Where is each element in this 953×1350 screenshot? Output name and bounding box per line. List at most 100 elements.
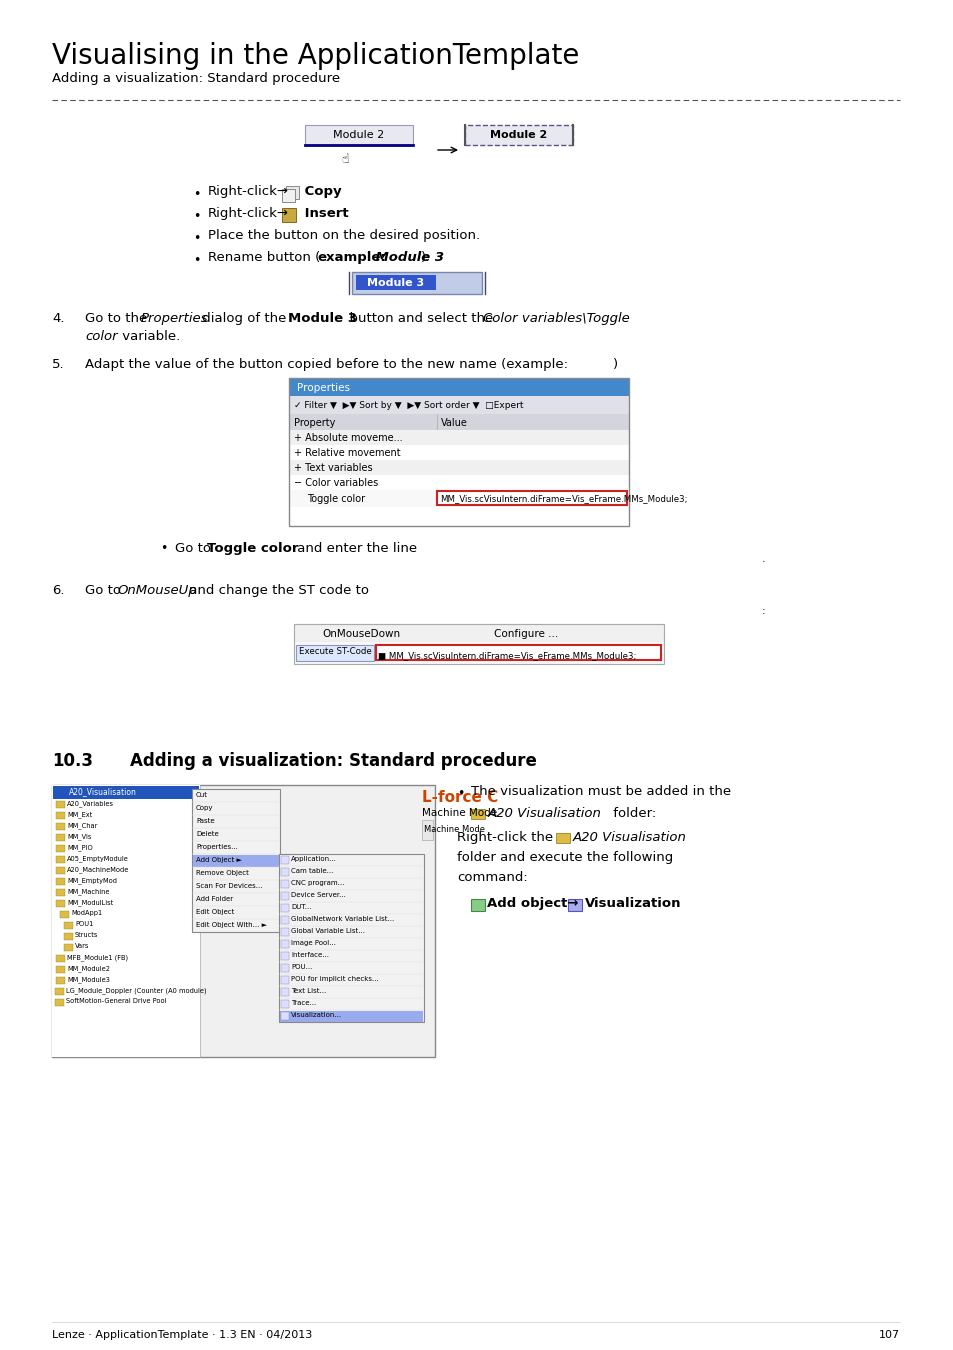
Bar bbox=[281, 1000, 289, 1008]
Text: − Color variables: − Color variables bbox=[294, 478, 377, 487]
Bar bbox=[289, 446, 628, 460]
Bar bbox=[56, 811, 65, 819]
Text: Right-click→: Right-click→ bbox=[208, 185, 289, 198]
Bar bbox=[294, 624, 663, 664]
Text: A20 Visualisation: A20 Visualisation bbox=[488, 807, 601, 819]
Text: Configure ...: Configure ... bbox=[494, 629, 558, 639]
Text: Machine Mode: Machine Mode bbox=[423, 825, 484, 834]
Bar bbox=[286, 186, 298, 198]
Text: OnMouseDown: OnMouseDown bbox=[322, 629, 399, 639]
Text: + Relative movement: + Relative movement bbox=[294, 448, 400, 458]
Text: GlobalNetwork Variable List...: GlobalNetwork Variable List... bbox=[291, 917, 394, 922]
Text: •: • bbox=[160, 541, 167, 555]
Bar bbox=[52, 784, 200, 1057]
Text: folder:: folder: bbox=[608, 807, 656, 819]
Text: LG_Module_Doppler (Counter (A0 module): LG_Module_Doppler (Counter (A0 module) bbox=[66, 987, 207, 994]
Bar bbox=[471, 899, 484, 911]
Text: 5.: 5. bbox=[52, 358, 65, 371]
Text: Color variables\Toggle: Color variables\Toggle bbox=[482, 312, 629, 325]
Text: MM_Vis.scVisuIntern.diFrame=Vis_eFrame.MMs_Module3;: MM_Vis.scVisuIntern.diFrame=Vis_eFrame.M… bbox=[439, 494, 687, 504]
Bar bbox=[281, 976, 289, 984]
Bar bbox=[421, 819, 433, 840]
Bar bbox=[436, 491, 626, 505]
Text: Properties: Properties bbox=[141, 312, 209, 325]
Text: SoftMotion-General Drive Pool: SoftMotion-General Drive Pool bbox=[66, 998, 167, 1004]
Text: A20_MachineMode: A20_MachineMode bbox=[67, 865, 130, 872]
Text: 107: 107 bbox=[878, 1330, 899, 1341]
Bar bbox=[56, 834, 65, 841]
Bar bbox=[56, 845, 65, 852]
Text: folder and execute the following: folder and execute the following bbox=[456, 850, 673, 864]
Text: Remove Object: Remove Object bbox=[195, 869, 249, 876]
Bar bbox=[305, 126, 413, 144]
Text: Structs: Structs bbox=[75, 931, 98, 938]
Text: Global Variable List...: Global Variable List... bbox=[291, 927, 365, 934]
Bar bbox=[281, 952, 289, 960]
Text: Module 2: Module 2 bbox=[333, 130, 384, 140]
Bar bbox=[375, 645, 660, 660]
Text: MM_PIO: MM_PIO bbox=[67, 844, 92, 850]
Text: Module 3: Module 3 bbox=[371, 251, 444, 265]
Text: Right-click the: Right-click the bbox=[456, 832, 557, 844]
Text: 10.3: 10.3 bbox=[52, 752, 92, 769]
Bar bbox=[193, 855, 278, 867]
Text: Adding a visualization: Standard procedure: Adding a visualization: Standard procedu… bbox=[52, 72, 340, 85]
Text: Value: Value bbox=[440, 418, 467, 428]
Bar bbox=[280, 1011, 422, 1022]
Text: 6.: 6. bbox=[52, 585, 65, 597]
Text: variable.: variable. bbox=[118, 329, 180, 343]
Text: Module 3: Module 3 bbox=[367, 278, 424, 288]
Text: POU for implicit checks...: POU for implicit checks... bbox=[291, 976, 378, 981]
Text: Properties: Properties bbox=[296, 383, 350, 393]
Text: Vars: Vars bbox=[75, 944, 90, 949]
Text: Machine Mode: Machine Mode bbox=[421, 809, 497, 818]
Text: DUT...: DUT... bbox=[291, 904, 312, 910]
Text: Toggle color: Toggle color bbox=[307, 494, 365, 504]
Text: Insert: Insert bbox=[299, 207, 348, 220]
Text: Text List...: Text List... bbox=[291, 988, 326, 994]
Bar bbox=[56, 967, 65, 973]
Bar bbox=[56, 954, 65, 963]
Text: POU...: POU... bbox=[291, 964, 312, 971]
Text: MFB_Module1 (FB): MFB_Module1 (FB) bbox=[67, 954, 128, 961]
Text: A05_EmptyModule: A05_EmptyModule bbox=[67, 855, 129, 861]
Bar bbox=[281, 964, 289, 972]
Bar bbox=[278, 855, 423, 1022]
Text: •: • bbox=[193, 254, 200, 267]
Text: Application...: Application... bbox=[291, 856, 336, 863]
Text: Visualization...: Visualization... bbox=[291, 1012, 342, 1018]
Bar bbox=[289, 378, 628, 526]
Text: Delete: Delete bbox=[195, 832, 218, 837]
Text: Visualising in the ApplicationTemplate: Visualising in the ApplicationTemplate bbox=[52, 42, 578, 70]
Text: Properties...: Properties... bbox=[195, 844, 237, 850]
Bar bbox=[464, 126, 573, 144]
Bar bbox=[281, 917, 289, 923]
Text: Adapt the value of the button copied before to the new name (example:: Adapt the value of the button copied bef… bbox=[85, 358, 567, 371]
Bar bbox=[352, 271, 481, 294]
Bar bbox=[281, 1012, 289, 1021]
Text: Copy: Copy bbox=[195, 805, 213, 811]
Text: and enter the line: and enter the line bbox=[293, 541, 416, 555]
Text: MM_ModulList: MM_ModulList bbox=[67, 899, 113, 906]
Text: Add Object ►: Add Object ► bbox=[195, 857, 242, 863]
Text: dialog of the: dialog of the bbox=[198, 312, 291, 325]
Text: •: • bbox=[193, 232, 200, 244]
Bar bbox=[64, 922, 73, 929]
Text: •: • bbox=[456, 787, 464, 801]
Text: ☝: ☝ bbox=[341, 153, 349, 166]
Text: Right-click→: Right-click→ bbox=[208, 207, 289, 220]
Bar bbox=[56, 856, 65, 863]
Text: Execute ST-Code: Execute ST-Code bbox=[298, 647, 371, 656]
Text: ■ MM_Vis.scVisuIntern.diFrame=Vis_eFrame.MMs_Module3;: ■ MM_Vis.scVisuIntern.diFrame=Vis_eFrame… bbox=[377, 651, 636, 660]
Text: •: • bbox=[193, 211, 200, 223]
Text: Toggle color: Toggle color bbox=[207, 541, 298, 555]
Bar bbox=[281, 940, 289, 948]
Text: + Text variables: + Text variables bbox=[294, 463, 373, 472]
Bar bbox=[289, 475, 628, 490]
Text: MM_Module3: MM_Module3 bbox=[67, 976, 110, 983]
Bar bbox=[471, 809, 484, 819]
Text: Go to the: Go to the bbox=[85, 312, 152, 325]
Text: Image Pool...: Image Pool... bbox=[291, 940, 335, 946]
Text: MM_Char: MM_Char bbox=[67, 822, 97, 829]
Text: ): ) bbox=[613, 358, 618, 371]
